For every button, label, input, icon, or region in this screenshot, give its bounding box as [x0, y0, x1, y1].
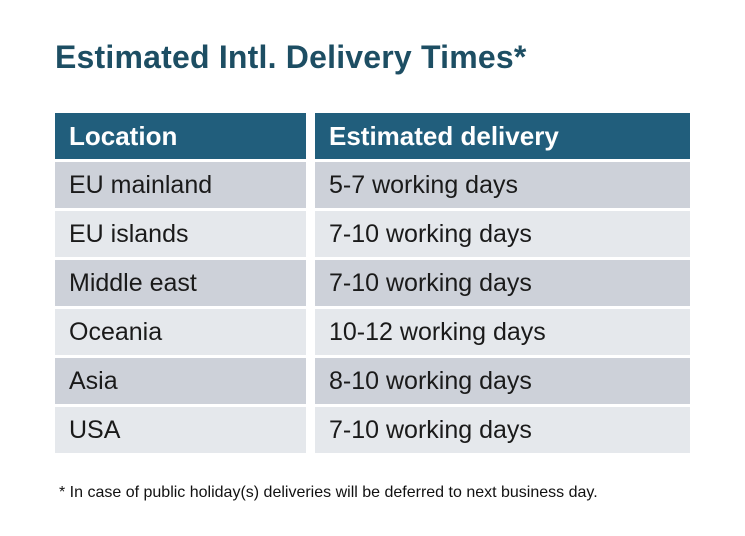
- table-row: Oceania 10-12 working days: [55, 309, 690, 355]
- table-header-row: Location Estimated delivery: [55, 113, 690, 159]
- delivery-cell: 7-10 working days: [315, 211, 690, 257]
- delivery-cell: 5-7 working days: [315, 162, 690, 208]
- table-row: Asia 8-10 working days: [55, 358, 690, 404]
- page-title: Estimated Intl. Delivery Times*: [55, 39, 527, 75]
- table-row: EU islands 7-10 working days: [55, 211, 690, 257]
- table-row: Middle east 7-10 working days: [55, 260, 690, 306]
- delivery-times-table: Location Estimated delivery EU mainland …: [55, 113, 690, 453]
- column-header-location: Location: [55, 113, 306, 159]
- holiday-footnote: * In case of public holiday(s) deliverie…: [59, 484, 598, 501]
- location-cell: Oceania: [55, 309, 306, 355]
- table-row: USA 7-10 working days: [55, 407, 690, 453]
- delivery-times-page: Estimated Intl. Delivery Times* Location…: [55, 39, 690, 501]
- delivery-cell: 10-12 working days: [315, 309, 690, 355]
- column-header-estimated-delivery: Estimated delivery: [315, 113, 690, 159]
- location-cell: EU mainland: [55, 162, 306, 208]
- table-row: EU mainland 5-7 working days: [55, 162, 690, 208]
- delivery-cell: 8-10 working days: [315, 358, 690, 404]
- location-cell: Asia: [55, 358, 306, 404]
- delivery-cell: 7-10 working days: [315, 407, 690, 453]
- location-cell: USA: [55, 407, 306, 453]
- location-cell: EU islands: [55, 211, 306, 257]
- delivery-cell: 7-10 working days: [315, 260, 690, 306]
- location-cell: Middle east: [55, 260, 306, 306]
